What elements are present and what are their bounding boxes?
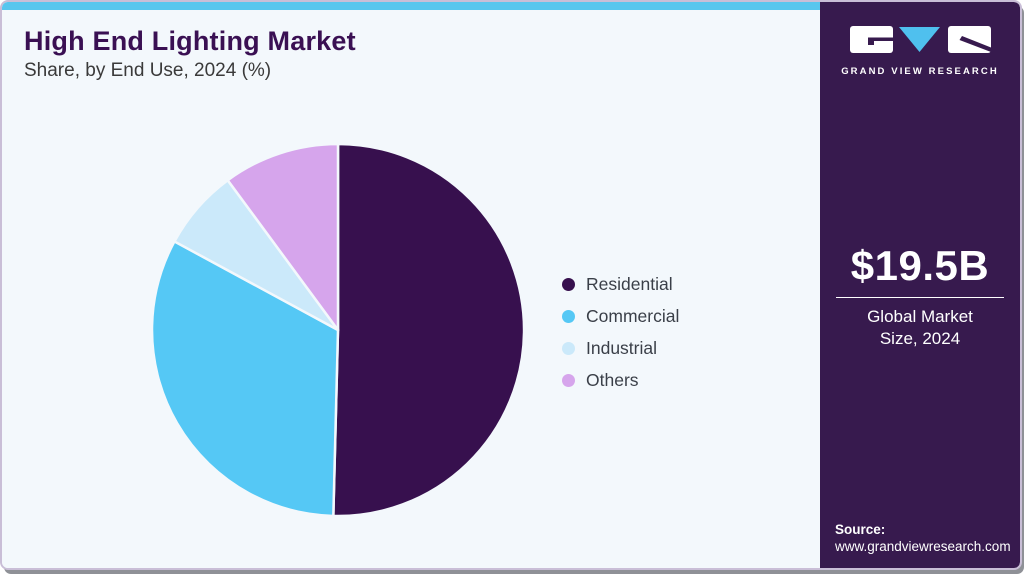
market-size-label: Global Market Size, 2024 [867, 307, 973, 349]
legend-label: Residential [586, 273, 673, 294]
source-block: Source: www.grandviewresearch.com [835, 522, 1011, 554]
divider [836, 297, 1004, 298]
source-url: www.grandviewresearch.com [835, 539, 1011, 554]
gvr-logo: GRAND VIEW RESEARCH [820, 26, 1020, 77]
page-title: High End Lighting Market [24, 26, 356, 56]
legend-item-industrial: Industrial [562, 332, 679, 364]
gvr-logo-text: GRAND VIEW RESEARCH [841, 66, 999, 77]
pie-slice-others [226, 142, 340, 332]
legend-swatch-residential-icon [562, 277, 575, 291]
source-label: Source: [835, 522, 886, 537]
legend-label: Commercial [586, 305, 680, 326]
chart-legend: Residential Commercial Industrial Others [562, 268, 679, 396]
market-size-block: $19.5B Global Market Size, 2024 [820, 242, 1020, 350]
legend-item-commercial: Commercial [562, 300, 679, 332]
gvr-logo-icon [849, 26, 991, 53]
v-glyph-icon [898, 27, 940, 52]
legend-swatch-commercial-icon [562, 309, 575, 323]
legend-item-others: Others [562, 364, 679, 396]
legend-swatch-others-icon [562, 373, 575, 387]
pie-chart [148, 140, 528, 520]
accent-top-bar [2, 2, 820, 10]
pie-slice-commercial [150, 240, 340, 518]
legend-item-residential: Residential [562, 268, 679, 300]
legend-swatch-industrial-icon [562, 341, 575, 355]
market-size-value: $19.5B [850, 242, 990, 289]
chart-subtitle: Share, by End Use, 2024 (%) [24, 60, 272, 81]
legend-label: Industrial [586, 337, 658, 358]
brand-sidebar: GRAND VIEW RESEARCH $19.5B Global Market… [820, 2, 1020, 568]
pie-chart-svg [150, 142, 526, 518]
chart-panel: High End Lighting Market Share, by End U… [2, 2, 820, 568]
legend-label: Others [586, 369, 639, 390]
pie-slice-residential [332, 142, 526, 518]
